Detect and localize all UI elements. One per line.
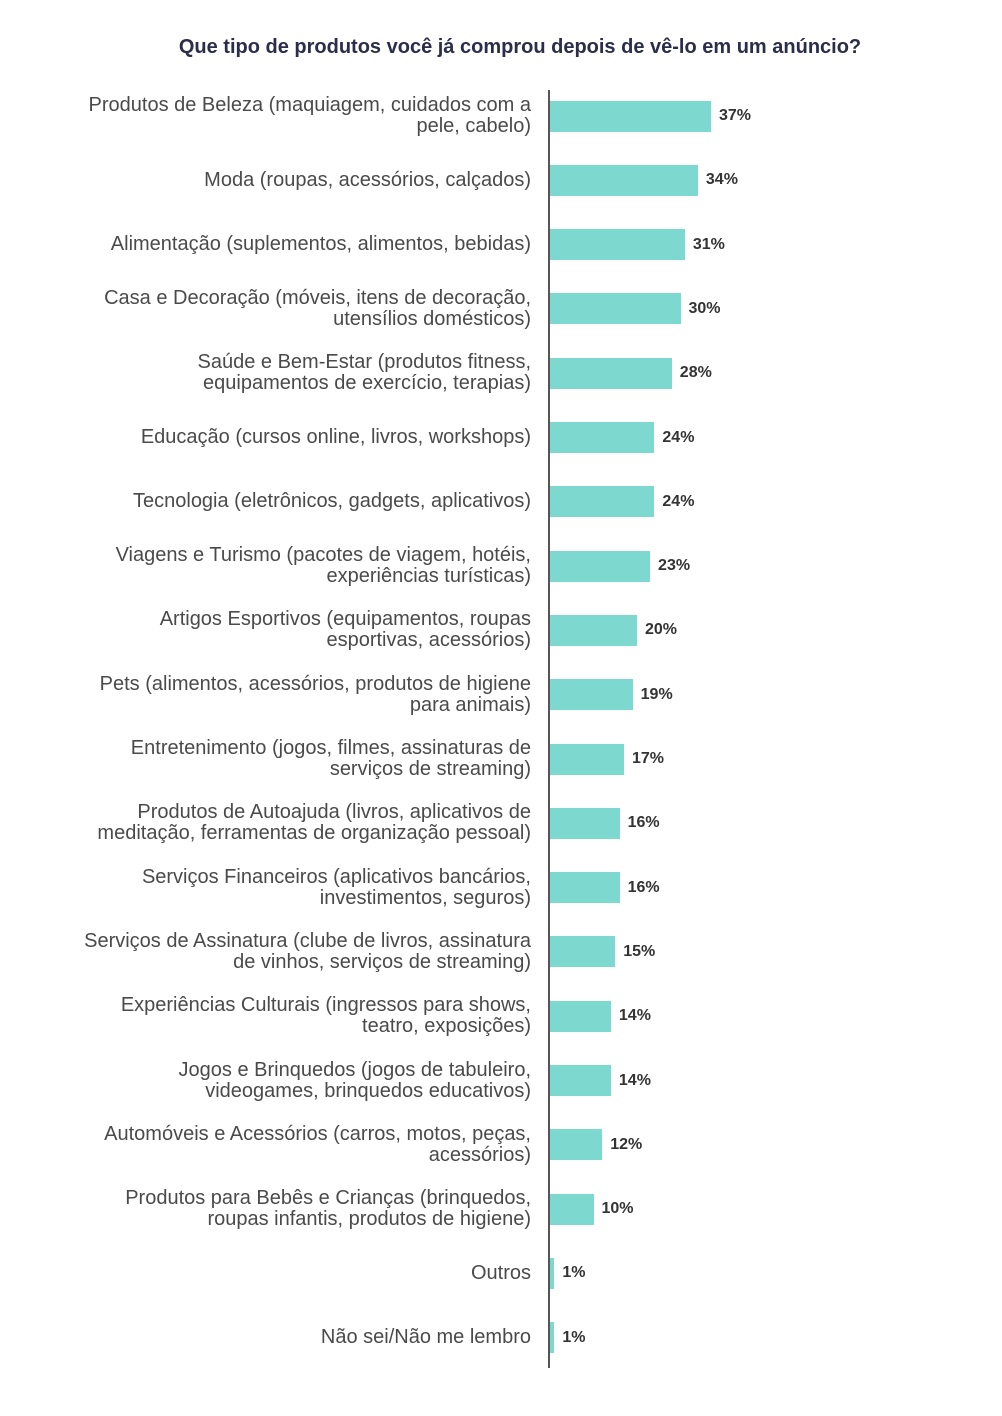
bar [550, 614, 637, 646]
bar [550, 229, 685, 261]
category-box: Serviços Financeiros (aplicativos bancár… [70, 848, 531, 928]
bar [550, 164, 698, 196]
value-label: 14% [618, 1071, 651, 1089]
category-label: Alimentação (suplementos, alimentos, beb… [110, 233, 531, 256]
category-box: Saúde e Bem-Estar (produtos fitness, equ… [70, 333, 532, 413]
category-box: Serviços de Assinatura (clube de livros,… [70, 912, 531, 992]
category-box: Casa e Decoração (móveis, itens de decor… [70, 269, 531, 349]
value-label: 24% [662, 492, 695, 510]
category-box: Experiências Culturais (ingressos para s… [70, 976, 531, 1056]
bar [550, 1193, 594, 1225]
bar [550, 679, 633, 711]
value-label: 16% [627, 814, 660, 832]
category-box: Produtos para Bebês e Crianças (brinqued… [70, 1169, 531, 1249]
value-label: 15% [623, 942, 656, 960]
category-label: Viagens e Turismo (pacotes de viagem, ho… [115, 544, 531, 588]
value-label: 23% [658, 557, 691, 575]
bar [550, 293, 681, 325]
category-box: Produtos de Autoajuda (livros, aplicativ… [70, 783, 531, 863]
category-label: Tecnologia (eletrônicos, gadgets, aplica… [133, 490, 531, 513]
value-label: 17% [631, 750, 664, 767]
category-box: Artigos Esportivos (equipamentos, roupas… [70, 590, 531, 670]
bar [550, 1000, 611, 1032]
category-label: Produtos de Beleza (maquiagem, cuidados … [88, 94, 531, 137]
value-label: 16% [627, 878, 660, 896]
value-label: 20% [645, 621, 678, 639]
category-box: Outros [70, 1233, 531, 1313]
category-label: Outros [470, 1261, 531, 1284]
category-box: Viagens e Turismo (pacotes de viagem, ho… [70, 526, 531, 606]
value-label: 1% [562, 1264, 586, 1282]
category-label: Educação (cursos online, livros, worksho… [140, 426, 531, 448]
value-label: 28% [679, 364, 712, 382]
value-label: 30% [688, 299, 721, 317]
bar [550, 743, 624, 775]
category-box: Tecnologia (eletrônicos, gadgets, aplica… [70, 462, 531, 542]
value-label: 37% [718, 107, 751, 124]
value-label: 34% [705, 171, 738, 189]
bar [550, 422, 655, 453]
value-label: 24% [662, 428, 695, 446]
bar [550, 1065, 611, 1096]
category-box: Moda (roupas, acessórios, calçados) [70, 140, 531, 220]
bar [550, 936, 616, 968]
category-box: Entretenimento (jogos, filmes, assinatur… [70, 719, 531, 799]
chart-title: Que tipo de produtos você já comprou dep… [178, 36, 862, 58]
category-box: Automóveis e Acessórios (carros, motos, … [70, 1105, 531, 1185]
category-label: Entretenimento (jogos, filmes, assinatur… [130, 737, 531, 780]
bar [550, 550, 651, 582]
category-label: Produtos de Autoajuda (livros, aplicativ… [97, 801, 531, 845]
category-label: Artigos Esportivos (equipamentos, roupas… [159, 608, 531, 652]
category-label: Casa e Decoração (móveis, itens de decor… [104, 286, 531, 330]
bar [550, 357, 672, 389]
value-label: 14% [618, 1007, 651, 1025]
category-label: Experiências Culturais (ingressos para s… [120, 994, 531, 1038]
value-label: 1% [562, 1328, 586, 1346]
bar [550, 872, 620, 904]
category-label: Serviços de Assinatura (clube de livros,… [84, 929, 531, 973]
category-box: Produtos de Beleza (maquiagem, cuidados … [70, 76, 531, 156]
bar [550, 486, 655, 518]
category-box: Jogos e Brinquedos (jogos de tabuleiro, … [70, 1041, 531, 1121]
value-label: 10% [601, 1200, 634, 1218]
bar [550, 100, 711, 132]
value-label: 31% [692, 235, 725, 253]
bar [550, 1322, 555, 1354]
category-box: Pets (alimentos, acessórios, produtos de… [70, 655, 531, 735]
category-box: Não sei/Não me lembro [70, 1298, 531, 1378]
category-label: Pets (alimentos, acessórios, produtos de… [99, 672, 531, 716]
category-label: Moda (roupas, acessórios, calçados) [204, 168, 531, 191]
bar [550, 1129, 603, 1161]
category-label: Não sei/Não me lembro [320, 1326, 531, 1349]
category-box: Educação (cursos online, livros, worksho… [70, 398, 531, 478]
category-label: Produtos para Bebês e Crianças (brinqued… [125, 1187, 531, 1231]
bar [550, 1257, 555, 1289]
category-label: Automóveis e Acessórios (carros, motos, … [104, 1122, 531, 1166]
bar [550, 807, 620, 839]
category-label: Saúde e Bem-Estar (produtos fitness, equ… [197, 351, 532, 395]
category-box: Alimentação (suplementos, alimentos, beb… [70, 205, 531, 285]
category-label: Serviços Financeiros (aplicativos bancár… [141, 865, 531, 909]
axis-line [548, 90, 550, 1368]
category-label: Jogos e Brinquedos (jogos de tabuleiro, … [178, 1058, 531, 1102]
value-label: 19% [640, 685, 673, 703]
value-label: 12% [610, 1135, 643, 1153]
